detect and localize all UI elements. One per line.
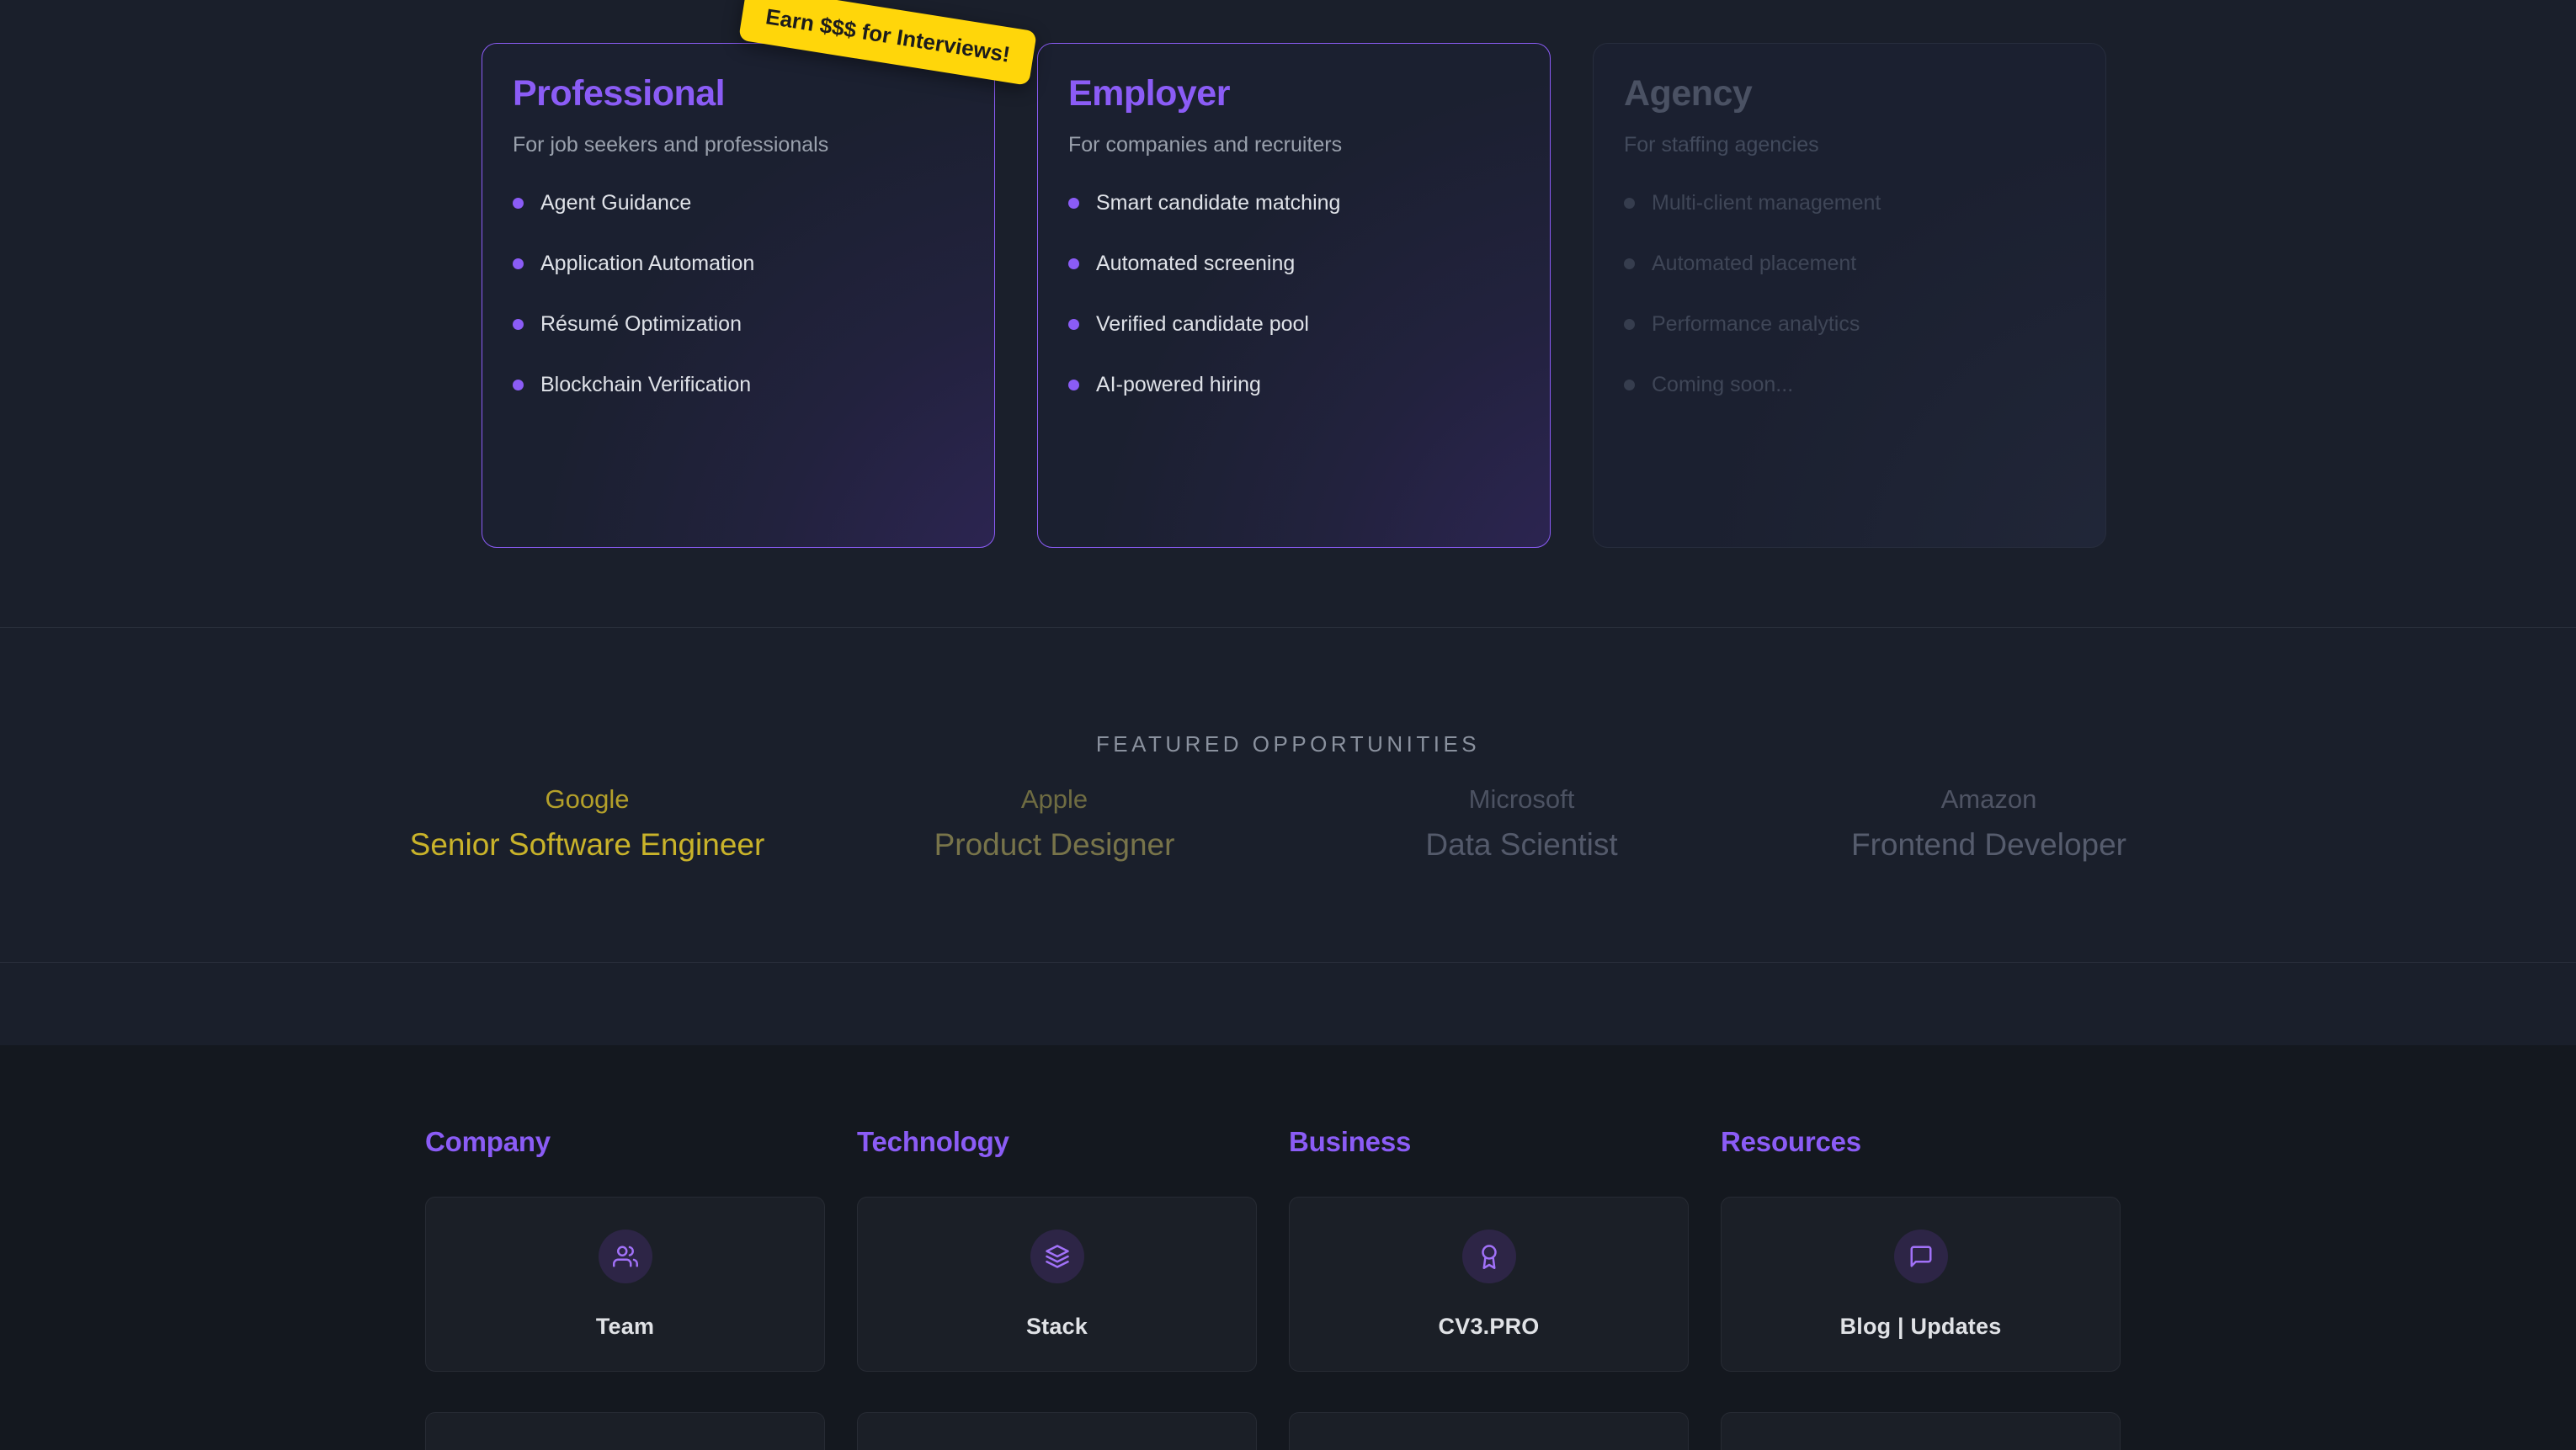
persona-card-professional[interactable]: Professional For job seekers and profess… xyxy=(482,43,995,548)
persona-card-agency: Agency For staffing agencies Multi-clien… xyxy=(1593,43,2106,548)
feature-label: Blockchain Verification xyxy=(540,373,752,396)
list-item: Agent Guidance xyxy=(513,191,964,215)
message-square-icon xyxy=(1893,1229,1948,1283)
bullet-dot-icon xyxy=(513,198,524,209)
award-icon xyxy=(1461,1229,1516,1283)
bullet-dot-icon xyxy=(513,319,524,330)
footer-column-heading: Technology xyxy=(857,1126,1009,1157)
list-item: Application Automation xyxy=(513,252,964,276)
featured-company-name: Amazon xyxy=(1940,784,2037,814)
footer-column-business: Business CV3.PRO xyxy=(1289,1126,1689,1450)
spacer-band xyxy=(0,963,2576,1045)
layers-icon xyxy=(1030,1229,1084,1283)
feature-label: Résumé Optimization xyxy=(540,312,742,336)
footer-card-secondary[interactable] xyxy=(425,1412,825,1450)
feature-label: Multi-client management xyxy=(1652,191,1881,215)
footer-card-label: Team xyxy=(595,1313,655,1339)
persona-card-subtitle: For staffing agencies xyxy=(1624,133,1819,157)
featured-company-name: Microsoft xyxy=(1468,784,1575,814)
bullet-dot-icon xyxy=(513,258,524,269)
feature-label: Automated placement xyxy=(1652,252,1857,275)
footer-card-secondary[interactable] xyxy=(857,1412,1257,1450)
feature-label: Automated screening xyxy=(1096,252,1296,275)
section-divider-top xyxy=(0,627,2576,628)
bullet-dot-icon xyxy=(1068,380,1079,390)
footer-column-resources: Resources Blog | Updates xyxy=(1721,1126,2121,1450)
featured-item[interactable]: Apple Product Designer xyxy=(821,783,1288,867)
footer-column-heading: Resources xyxy=(1721,1126,1861,1157)
section-divider-bottom xyxy=(0,962,2576,963)
list-item: Multi-client management xyxy=(1624,191,2075,215)
feature-label: Verified candidate pool xyxy=(1096,312,1309,336)
users-icon xyxy=(598,1229,652,1283)
featured-section-label: FEATURED OPPORTUNITIES xyxy=(1095,731,1481,757)
featured-role-title: Data Scientist xyxy=(1425,826,1618,862)
list-item: Coming soon... xyxy=(1624,373,2075,397)
persona-feature-list: Agent Guidance Application Automation Ré… xyxy=(513,191,964,397)
persona-card-title: Employer xyxy=(1068,73,1230,114)
bullet-dot-icon xyxy=(513,380,524,390)
featured-items-row: Google Senior Software Engineer Apple Pr… xyxy=(354,783,2222,867)
bullet-dot-icon xyxy=(1624,380,1635,390)
featured-item[interactable]: Microsoft Data Scientist xyxy=(1288,783,1755,867)
footer-column-heading: Company xyxy=(425,1126,551,1157)
site-footer: Company Team Technology xyxy=(0,1045,2576,1450)
footer-card-team[interactable]: Team xyxy=(425,1197,825,1372)
list-item: Smart candidate matching xyxy=(1068,191,1520,215)
bullet-dot-icon xyxy=(1068,198,1079,209)
featured-role-title: Frontend Developer xyxy=(1850,826,2127,862)
featured-item[interactable]: Google Senior Software Engineer xyxy=(354,783,821,867)
persona-card-subtitle: For job seekers and professionals xyxy=(513,133,829,157)
feature-label: Smart candidate matching xyxy=(1096,191,1341,215)
persona-card-subtitle: For companies and recruiters xyxy=(1068,133,1343,157)
footer-card-label: Stack xyxy=(1025,1313,1088,1339)
feature-label: Agent Guidance xyxy=(540,191,692,215)
list-item: Verified candidate pool xyxy=(1068,312,1520,337)
footer-columns: Company Team Technology xyxy=(425,1126,2121,1450)
persona-card-title: Professional xyxy=(513,73,726,114)
bullet-dot-icon xyxy=(1068,258,1079,269)
featured-role-title: Product Designer xyxy=(934,826,1175,862)
bullet-dot-icon xyxy=(1624,198,1635,209)
bullet-dot-icon xyxy=(1068,319,1079,330)
footer-card-secondary[interactable] xyxy=(1721,1412,2121,1450)
list-item: Automated screening xyxy=(1068,252,1520,276)
footer-column-technology: Technology Stack xyxy=(857,1126,1257,1450)
footer-column-heading: Business xyxy=(1289,1126,1412,1157)
persona-feature-list: Smart candidate matching Automated scree… xyxy=(1068,191,1520,397)
list-item: AI-powered hiring xyxy=(1068,373,1520,397)
footer-card-cv3pro[interactable]: CV3.PRO xyxy=(1289,1197,1689,1372)
featured-item[interactable]: Amazon Frontend Developer xyxy=(1755,783,2222,867)
list-item: Blockchain Verification xyxy=(513,373,964,397)
feature-label: Application Automation xyxy=(540,252,755,275)
bullet-dot-icon xyxy=(1624,258,1635,269)
persona-cards-section: Professional For job seekers and profess… xyxy=(0,0,2576,627)
feature-label: AI-powered hiring xyxy=(1096,373,1261,396)
footer-card-secondary[interactable] xyxy=(1289,1412,1689,1450)
footer-card-label: Blog | Updates xyxy=(1839,1313,2002,1339)
featured-opportunities-section: FEATURED OPPORTUNITIES Google Senior Sof… xyxy=(0,628,2576,962)
footer-card-label: CV3.PRO xyxy=(1438,1313,1540,1339)
footer-card-blog-updates[interactable]: Blog | Updates xyxy=(1721,1197,2121,1372)
feature-label: Performance analytics xyxy=(1652,312,1860,336)
feature-label: Coming soon... xyxy=(1652,373,1794,396)
persona-card-employer[interactable]: Employer For companies and recruiters Sm… xyxy=(1037,43,1551,548)
persona-card-title: Agency xyxy=(1624,73,1753,114)
featured-role-title: Senior Software Engineer xyxy=(409,826,765,862)
footer-card-stack[interactable]: Stack xyxy=(857,1197,1257,1372)
list-item: Résumé Optimization xyxy=(513,312,964,337)
footer-column-company: Company Team xyxy=(425,1126,825,1450)
list-item: Performance analytics xyxy=(1624,312,2075,337)
bullet-dot-icon xyxy=(1624,319,1635,330)
persona-cards-row: Professional For job seekers and profess… xyxy=(482,43,2106,548)
featured-company-name: Google xyxy=(545,784,630,814)
persona-feature-list: Multi-client management Automated placem… xyxy=(1624,191,2075,397)
featured-company-name: Apple xyxy=(1020,784,1088,814)
list-item: Automated placement xyxy=(1624,252,2075,276)
